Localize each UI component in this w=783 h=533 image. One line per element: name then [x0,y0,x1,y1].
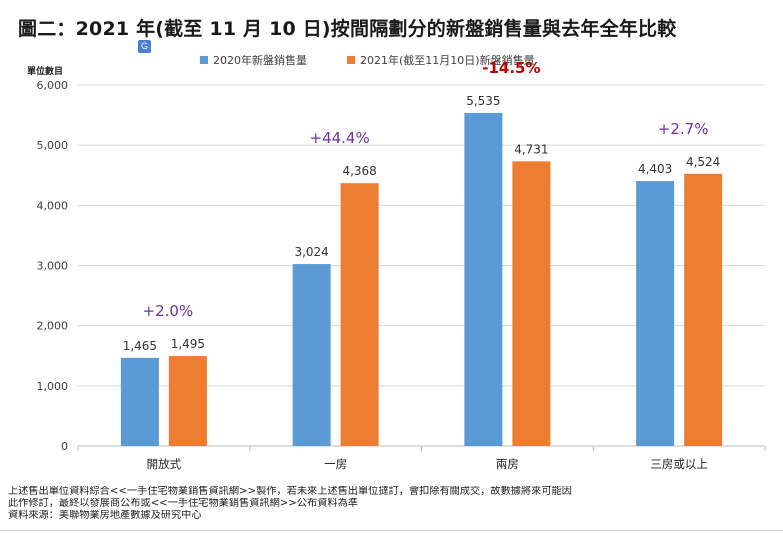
bar-2021-1 [340,183,379,446]
legend-label-2021: 2021年(截至11月10日)新盤銷售量 [360,54,535,67]
x-tick-label-1: 一房 [324,457,347,471]
y-tick-label-1: 1,000 [37,380,69,393]
data-label-2021-2: 4,731 [514,142,548,156]
pct-change-2: -14.5% [482,59,540,77]
data-label-2020-3: 4,403 [638,162,672,176]
legend-item-2021: 2021年(截至11月10日)新盤銷售量 [347,52,535,68]
y-tick-label-6: 6,000 [37,79,69,92]
data-label-2020-1: 3,024 [294,245,328,259]
legend-swatch-2021 [347,56,355,64]
bar-2021-0 [168,356,207,446]
chart-legend: 2020年新盤銷售量 2021年(截至11月10日)新盤銷售量 [200,52,535,68]
bar-2020-0 [120,357,159,446]
y-tick-label-5: 5,000 [37,139,69,152]
bottom-divider [0,530,783,531]
legend-label-2020: 2020年新盤銷售量 [213,54,307,67]
y-axis-unit-label: 單位數目 [27,67,64,77]
bar-2020-2 [464,112,503,446]
legend-item-2020: 2020年新盤銷售量 [200,52,307,68]
x-tick-label-2: 兩房 [496,457,519,471]
y-tick-label-0: 0 [61,440,68,453]
x-tick-label-0: 開放式 [147,457,182,471]
legend-swatch-2020 [200,56,208,64]
bar-2021-2 [512,161,551,446]
bar-2021-3 [684,173,723,446]
data-label-2021-1: 4,368 [342,164,376,178]
pct-change-0: +2.0% [143,302,194,320]
translate-icon[interactable]: G [138,40,151,53]
pct-change-1: +44.4% [310,129,370,147]
y-tick-label-4: 4,000 [37,199,69,212]
footnote: 上述售出單位資料綜合<<一手住宅物業銷售資訊網>>製作，若未來上述售出單位撻訂，… [8,486,778,522]
data-label-2020-2: 5,535 [466,94,500,108]
footnote-line-3: 資料來源：美聯物業房地產數據及研究中心 [8,510,202,521]
bar-2020-1 [292,264,331,446]
footnote-line-2: 此作修訂，最終以發展商公布或<<一手住宅物業銷售資訊網>>公布資料為準 [8,498,358,509]
x-tick-label-3: 三房或以上 [650,457,708,471]
data-label-2021-0: 1,495 [171,337,205,351]
pct-change-3: +2.7% [658,120,709,138]
y-tick-label-2: 2,000 [37,320,69,333]
chart-title: 圖二：2021 年(截至 11 月 10 日)按間隔劃分的新盤銷售量與去年全年比… [18,18,677,40]
data-label-2020-0: 1,465 [123,339,157,353]
y-tick-label-3: 3,000 [37,260,69,273]
data-label-2021-3: 4,524 [686,155,720,169]
footnote-line-1: 上述售出單位資料綜合<<一手住宅物業銷售資訊網>>製作，若未來上述售出單位撻訂，… [8,486,572,497]
bar-chart: 0 1,000 2,000 3,000 4,000 5,000 6,000 開放式 1,465 1… [37,59,766,471]
bar-2020-3 [636,181,675,446]
